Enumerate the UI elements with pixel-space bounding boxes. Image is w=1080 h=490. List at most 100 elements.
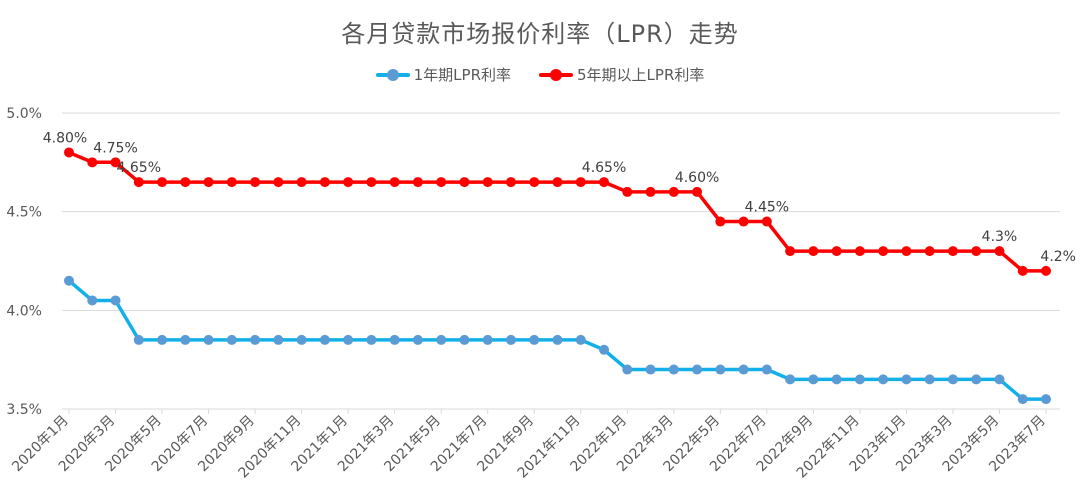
data-label: 4.80% <box>43 130 87 146</box>
legend-item-1y[interactable]: 1年期LPR利率 <box>375 64 511 85</box>
data-point-1y <box>64 275 74 286</box>
data-point-5y <box>878 246 889 257</box>
data-point-1y <box>226 334 237 345</box>
data-point-1y <box>785 374 796 385</box>
data-point-1y <box>622 364 633 375</box>
data-point-1y <box>343 334 354 345</box>
data-point-5y <box>273 177 284 188</box>
data-point-1y <box>924 374 935 385</box>
data-point-5y <box>529 177 540 188</box>
data-point-5y <box>133 177 144 188</box>
data-point-1y <box>901 374 912 385</box>
data-point-1y <box>878 374 889 385</box>
data-point-1y <box>133 334 144 345</box>
data-point-5y <box>203 177 214 188</box>
data-point-1y <box>552 334 563 345</box>
data-point-5y <box>157 177 168 188</box>
data-label: 4.75% <box>93 140 137 156</box>
data-point-1y <box>994 374 1005 385</box>
y-tick-label: 5.0% <box>6 106 42 122</box>
data-point-5y <box>366 177 377 188</box>
data-point-1y <box>738 364 749 375</box>
data-point-1y <box>273 334 284 345</box>
data-point-1y <box>668 364 679 375</box>
data-point-1y <box>250 334 261 345</box>
data-point-5y <box>343 177 354 188</box>
data-point-1y <box>412 334 423 345</box>
data-point-1y <box>761 364 772 375</box>
data-point-5y <box>924 246 935 257</box>
data-point-5y <box>319 177 330 188</box>
data-point-1y <box>947 374 958 385</box>
data-point-5y <box>668 186 679 197</box>
data-point-5y <box>971 246 982 257</box>
data-point-5y <box>622 186 633 197</box>
data-point-5y <box>505 177 516 188</box>
data-point-5y <box>1017 265 1028 276</box>
data-label: 4.65% <box>582 160 626 176</box>
data-point-5y <box>552 177 563 188</box>
data-point-5y <box>180 177 191 188</box>
data-label: 4.2% <box>1040 249 1076 265</box>
data-label: 4.60% <box>675 170 719 186</box>
data-point-1y <box>715 364 726 375</box>
data-point-1y <box>87 295 98 306</box>
data-point-1y <box>203 334 214 345</box>
data-label: 4.65% <box>117 160 161 176</box>
y-tick-label: 3.5% <box>6 402 42 418</box>
data-point-1y <box>319 334 330 345</box>
data-point-5y <box>575 177 586 188</box>
data-point-1y <box>110 295 121 306</box>
data-point-5y <box>110 157 121 168</box>
data-point-1y <box>389 334 400 345</box>
data-point-5y <box>389 177 400 188</box>
data-point-5y <box>738 216 749 227</box>
data-point-5y <box>692 186 703 197</box>
data-point-1y <box>575 334 586 345</box>
y-tick-label: 4.5% <box>6 205 42 221</box>
data-point-1y <box>157 334 168 345</box>
legend: 1年期LPR利率 5年期以上LPR利率 <box>0 64 1080 85</box>
data-point-1y <box>1017 394 1028 405</box>
chart-title: 各月贷款市场报价利率（LPR）走势 <box>341 20 739 48</box>
legend-item-5y[interactable]: 5年期以上LPR利率 <box>539 64 704 85</box>
data-point-1y <box>366 334 377 345</box>
data-point-5y <box>994 246 1005 257</box>
legend-swatch-1y-icon <box>375 68 410 81</box>
data-point-5y <box>459 177 470 188</box>
data-point-1y <box>459 334 470 345</box>
data-point-5y <box>87 157 98 168</box>
data-point-1y <box>599 344 610 355</box>
data-point-1y <box>692 364 703 375</box>
data-point-1y <box>482 334 493 345</box>
data-point-1y <box>971 374 982 385</box>
legend-label-5y: 5年期以上LPR利率 <box>577 66 705 84</box>
data-point-5y <box>64 147 74 158</box>
data-point-5y <box>1041 265 1051 276</box>
data-point-5y <box>436 177 447 188</box>
data-point-5y <box>412 177 423 188</box>
data-point-1y <box>808 374 819 385</box>
data-point-5y <box>250 177 261 188</box>
data-point-1y <box>854 374 865 385</box>
data-point-5y <box>715 216 726 227</box>
data-point-5y <box>831 246 842 257</box>
data-point-5y <box>947 246 958 257</box>
data-point-5y <box>296 177 307 188</box>
data-point-1y <box>436 334 447 345</box>
data-label: 4.3% <box>982 229 1018 245</box>
data-label: 4.45% <box>745 200 789 216</box>
data-point-5y <box>854 246 865 257</box>
data-point-1y <box>1041 394 1051 405</box>
data-point-1y <box>645 364 656 375</box>
data-point-1y <box>831 374 842 385</box>
data-point-5y <box>482 177 493 188</box>
data-point-5y <box>901 246 912 257</box>
y-tick-label: 4.0% <box>6 303 42 319</box>
data-point-1y <box>296 334 307 345</box>
legend-swatch-5y-icon <box>539 68 573 81</box>
data-point-1y <box>529 334 540 345</box>
data-point-1y <box>505 334 516 345</box>
data-point-5y <box>645 186 656 197</box>
